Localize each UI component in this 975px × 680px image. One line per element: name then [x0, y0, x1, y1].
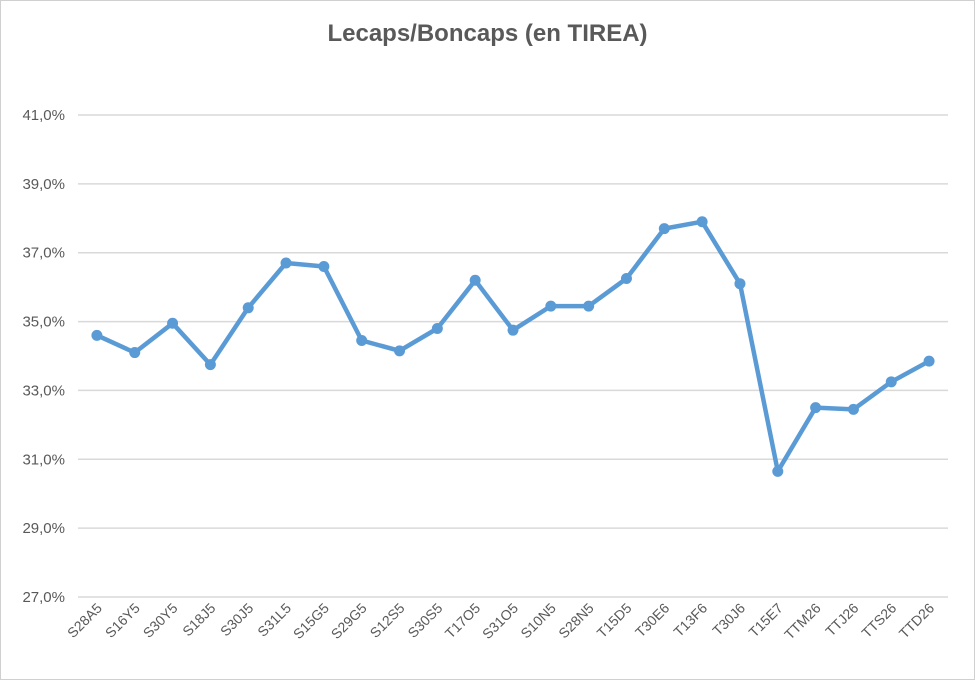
data-point	[280, 257, 292, 269]
x-tick-label: S30Y5	[140, 600, 181, 641]
x-tick-label: TTM26	[781, 600, 824, 643]
data-point	[91, 329, 103, 341]
y-tick-label: 41,0%	[22, 107, 65, 124]
x-tick-label: T30J6	[709, 600, 748, 639]
x-tick-label: TTD26	[896, 600, 938, 642]
gridlines	[78, 114, 948, 598]
data-point	[469, 274, 481, 286]
x-tick-label: S18J5	[179, 600, 219, 640]
x-tick-label: T15E7	[745, 600, 786, 641]
y-tick-label: 39,0%	[22, 176, 65, 193]
data-point	[810, 402, 822, 414]
y-tick-label: 31,0%	[22, 451, 65, 468]
y-tick-label: 37,0%	[22, 245, 65, 262]
x-tick-label: S31O5	[479, 600, 521, 642]
x-tick-label: T13F6	[670, 600, 710, 640]
data-point	[242, 302, 254, 314]
chart-title: Lecaps/Boncaps (en TIREA)	[327, 20, 648, 47]
data-point	[620, 273, 632, 285]
x-tick-label: S28A5	[64, 600, 105, 641]
data-point	[923, 355, 935, 367]
x-tick-label: T15D5	[594, 600, 635, 641]
data-point	[885, 376, 897, 388]
data-point	[167, 317, 179, 329]
data-point	[545, 300, 557, 312]
series-line-path	[94, 219, 932, 474]
x-tick-label: T30E6	[632, 600, 673, 641]
y-tick-label: 35,0%	[22, 314, 65, 331]
data-point	[847, 403, 859, 415]
y-tick-label: 33,0%	[22, 382, 65, 399]
x-tick-label: S30S5	[404, 600, 445, 641]
x-tick-label: T17O5	[442, 600, 484, 642]
x-tick-label: TTS26	[858, 600, 899, 641]
x-tick-label: S30J5	[217, 600, 257, 640]
data-point	[507, 324, 519, 336]
x-tick-label: S12S5	[367, 600, 408, 641]
y-axis-ticks: 27,0% 29,0% 31,0% 33,0% 35,0% 37,0% 39,0% 41,0%	[22, 107, 65, 606]
y-tick-label: 27,0%	[22, 589, 65, 606]
data-point	[431, 322, 443, 334]
x-tick-label: S15G5	[290, 600, 332, 642]
data-point	[129, 347, 141, 359]
x-tick-label: S31L5	[254, 600, 294, 640]
data-point	[394, 345, 406, 357]
data-point	[318, 260, 330, 272]
series-line	[94, 219, 932, 474]
data-point	[734, 278, 746, 290]
x-tick-label: S29G5	[328, 600, 370, 642]
data-point	[204, 359, 216, 371]
x-tick-label: S10N5	[517, 600, 559, 642]
x-axis-ticks: S28A5S16Y5S30Y5S18J5S30J5S31L5S15G5S29G5…	[64, 600, 937, 643]
y-tick-label: 29,0%	[22, 520, 65, 537]
data-point	[658, 223, 670, 235]
x-tick-label: TTJ26	[822, 600, 862, 640]
x-tick-label: S16Y5	[102, 600, 143, 641]
x-tick-label: S28N5	[555, 600, 597, 642]
data-point	[696, 216, 708, 228]
data-point	[356, 335, 368, 347]
series-points	[91, 216, 935, 477]
data-point	[772, 465, 784, 477]
data-point	[583, 300, 595, 312]
